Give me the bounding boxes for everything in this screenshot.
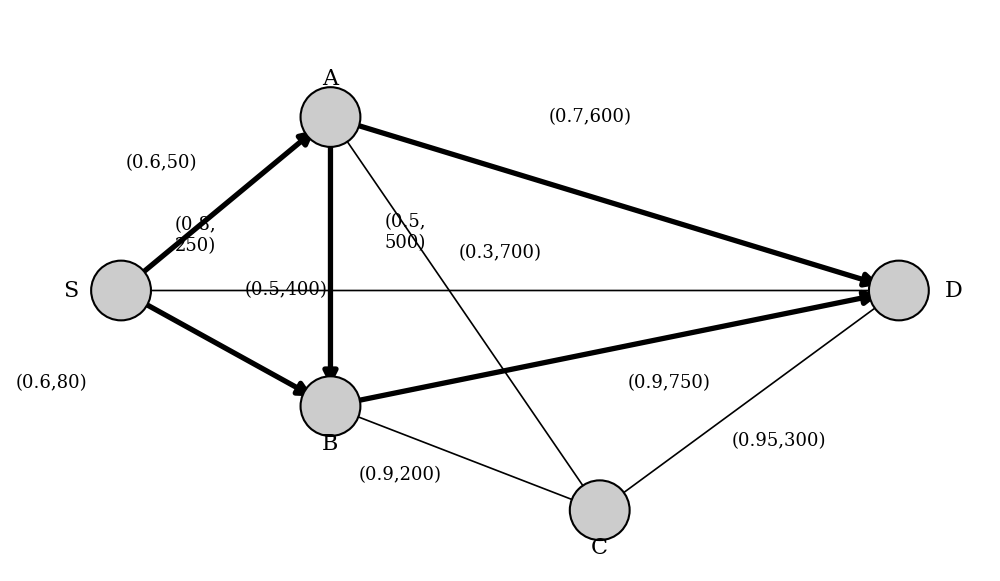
- Ellipse shape: [91, 261, 151, 320]
- Text: D: D: [945, 279, 963, 302]
- Ellipse shape: [301, 87, 360, 147]
- Text: (0.7,600): (0.7,600): [548, 108, 631, 126]
- Ellipse shape: [869, 261, 929, 320]
- Text: C: C: [591, 537, 608, 559]
- Text: (0.5,400): (0.5,400): [244, 282, 327, 299]
- Text: (0.9,750): (0.9,750): [628, 374, 711, 392]
- Text: A: A: [322, 69, 338, 91]
- Text: (0.8,
250): (0.8, 250): [175, 216, 217, 255]
- Ellipse shape: [301, 376, 360, 436]
- Text: (0.95,300): (0.95,300): [732, 432, 826, 450]
- Text: (0.6,50): (0.6,50): [125, 155, 197, 173]
- Text: (0.6,80): (0.6,80): [15, 374, 87, 392]
- Text: (0.5,
500): (0.5, 500): [385, 213, 426, 252]
- Text: S: S: [64, 279, 79, 302]
- Text: B: B: [322, 433, 339, 455]
- Text: (0.3,700): (0.3,700): [458, 244, 542, 262]
- Text: (0.9,200): (0.9,200): [359, 467, 442, 485]
- Ellipse shape: [570, 480, 630, 540]
